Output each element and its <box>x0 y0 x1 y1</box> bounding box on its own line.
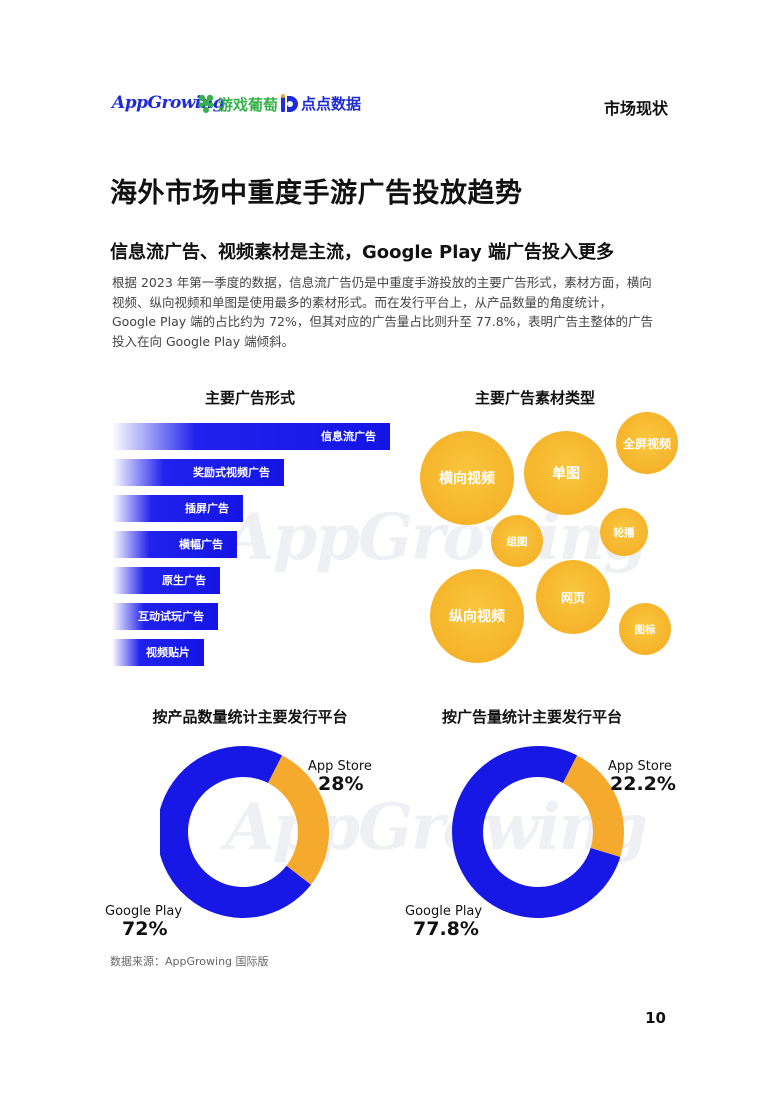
donut2-google-play-value: 77.8% <box>413 918 479 940</box>
donut-slice <box>452 746 621 918</box>
donut2-google-play-label: Google Play <box>405 904 483 919</box>
bubble: 网页 <box>536 560 610 634</box>
donut1-google-play-label: Google Play <box>105 904 183 919</box>
bubble: 单图 <box>524 431 608 515</box>
donut-slice <box>160 746 311 918</box>
donut-slice <box>267 755 329 885</box>
donut1-app-store-value: 28% <box>318 773 364 795</box>
bar <box>112 423 390 450</box>
bar-chart-title: 主要广告形式 <box>204 389 295 407</box>
bar-label: 原生广告 <box>162 574 206 587</box>
ad-format-bar-chart: 信息流广告奖励式视频广告插屏广告横幅广告原生广告互动试玩广告 视频贴片 <box>112 420 392 670</box>
diandian-logo-text: 点点数据 <box>301 95 362 113</box>
bubble-chart-title: 主要广告素材类型 <box>474 389 595 407</box>
bubble: 横向视频 <box>420 431 514 525</box>
bar-label: 视频贴片 <box>146 646 190 659</box>
youxiputao-logo: 游戏葡萄 <box>197 93 278 115</box>
page-title: 海外市场中重度手游广告投放趋势 <box>110 178 523 209</box>
bar <box>112 459 284 486</box>
bar-label: 互动试玩广告 <box>138 610 204 623</box>
body-line: 根据 2023 年第一季度的数据，信息流广告仍是中重度手游投放的主要广告形式，素… <box>112 275 652 290</box>
donut2-app-store-value: 22.2% <box>610 773 676 795</box>
donut-chart-ad-volume <box>452 746 624 918</box>
body-line: 视频、纵向视频和单图是使用最多的素材形式。而在发行平台上，从产品数量的角度统计， <box>112 294 613 310</box>
body-line: 投入在向 Google Play 端倾斜。 <box>112 333 295 349</box>
diandian-logo: 点点数据 <box>280 93 361 114</box>
bar <box>112 567 220 594</box>
bubble: 图标 <box>619 603 671 655</box>
bubble: 全屏视频 <box>616 412 678 474</box>
grape-icon <box>198 94 214 113</box>
donut2-app-store-label: App Store <box>608 759 672 774</box>
section-label: 市场现状 <box>603 99 668 118</box>
bar-label: 奖励式视频广告 <box>193 466 270 479</box>
bar <box>112 531 237 558</box>
bar <box>112 639 204 666</box>
bar <box>112 603 218 630</box>
appgrowing-logo: AppGrowing <box>112 93 225 113</box>
donut1-app-store-label: App Store <box>308 759 372 774</box>
data-source: 数据来源：AppGrowing 国际版 <box>110 955 269 968</box>
donut-chart-2-title: 按广告量统计主要发行平台 <box>441 708 622 726</box>
bar <box>112 495 243 522</box>
bubble: 轮播 <box>600 508 648 556</box>
subtitle: 信息流广告、视频素材是主流，Google Play 端广告投入更多 <box>110 242 614 263</box>
page-number: 10 <box>645 1009 666 1027</box>
body-line: Google Play 端的占比约为 72%，但其对应的广告量占比则升至 77.… <box>112 314 654 329</box>
youxiputao-logo-text: 游戏葡萄 <box>218 95 279 114</box>
bar-label: 横幅广告 <box>179 538 223 551</box>
donut-slice <box>562 755 624 858</box>
bubble: 纵向视频 <box>430 569 524 663</box>
donut1-google-play-value: 72% <box>122 918 168 940</box>
donut-chart-1-title: 按产品数量统计主要发行平台 <box>152 708 348 726</box>
body-paragraph: 根据 2023 年第一季度的数据，信息流广告仍是中重度手游投放的主要广告形式，素… <box>112 273 678 351</box>
bar-label: 信息流广告 <box>321 430 376 443</box>
diandian-mark-icon <box>281 93 298 112</box>
bubble: 组图 <box>491 515 543 567</box>
donut-chart-product-count <box>160 746 329 918</box>
bar-label: 插屏广告 <box>185 502 229 515</box>
